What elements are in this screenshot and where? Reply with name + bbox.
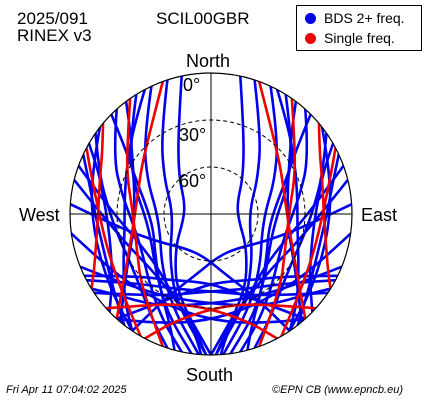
dual-freq-satellite-track	[70, 202, 292, 333]
dual-freq-satellite-track	[90, 125, 134, 333]
single-freq-satellite-track	[90, 122, 105, 290]
dual-freq-satellite-track	[130, 202, 352, 333]
dual-freq-satellite-track	[219, 164, 345, 355]
dual-freq-satellite-track	[113, 107, 183, 354]
single-freq-satellite-track	[257, 97, 297, 348]
horizon-circle	[69, 72, 353, 356]
footer-timestamp: Fri Apr 11 07:04:02 2025	[6, 384, 127, 396]
single-freq-satellite-track	[115, 80, 165, 321]
dual-freq-satellite-track	[246, 113, 312, 352]
legend-label-dual-freq: BDS 2+ freq.	[324, 10, 405, 26]
single-freq-satellite-track	[280, 146, 337, 338]
elevation-label-60: 60°	[179, 171, 207, 191]
dual-freq-satellite-track	[77, 164, 203, 355]
direction-north: North	[186, 51, 231, 71]
track-group	[70, 74, 352, 355]
dual-freq-satellite-track	[85, 278, 330, 297]
dual-freq-satellite-track	[288, 125, 332, 333]
date-code: 2025/091	[17, 9, 88, 28]
dual-freq-satellite-track	[90, 265, 343, 307]
single-freq-satellite-track	[125, 97, 165, 348]
single-freq-satellite-track	[317, 122, 332, 290]
direction-south: South	[186, 365, 234, 385]
single-freq-satellite-track	[257, 80, 307, 321]
dual-freq-satellite-track	[286, 100, 303, 324]
elevation-label-0: 0°	[183, 75, 201, 95]
dual-freq-satellite-track	[174, 74, 213, 355]
legend-item-dual-freq: BDS 2+ freq.	[305, 9, 405, 27]
dual-freq-satellite-track	[119, 100, 136, 324]
single-freq-satellite-track	[143, 303, 318, 340]
rinex-version: RINEX v3	[17, 26, 92, 45]
legend-dot-blue-icon	[305, 12, 316, 24]
single-freq-satellite-track	[85, 146, 142, 338]
dual-freq-satellite-track	[92, 278, 337, 297]
dual-freq-satellite-track	[239, 107, 309, 354]
footer-credit: ©EPN CB (www.epncb.eu)	[272, 384, 403, 396]
direction-west: West	[19, 205, 60, 225]
legend-label-single-freq: Single freq.	[324, 30, 395, 46]
direction-east: East	[361, 205, 398, 225]
chart-legend: BDS 2+ freq. Single freq.	[296, 5, 422, 51]
dual-freq-satellite-track	[72, 178, 208, 355]
station-name: SCIL00GBR	[156, 9, 250, 28]
dual-freq-satellite-track	[79, 265, 332, 307]
legend-item-single-freq: Single freq.	[305, 29, 395, 47]
legend-dot-red-icon	[305, 32, 316, 44]
elevation-label-30: 30°	[179, 125, 207, 145]
dual-freq-satellite-track	[214, 178, 350, 355]
dual-freq-satellite-track	[209, 74, 248, 355]
